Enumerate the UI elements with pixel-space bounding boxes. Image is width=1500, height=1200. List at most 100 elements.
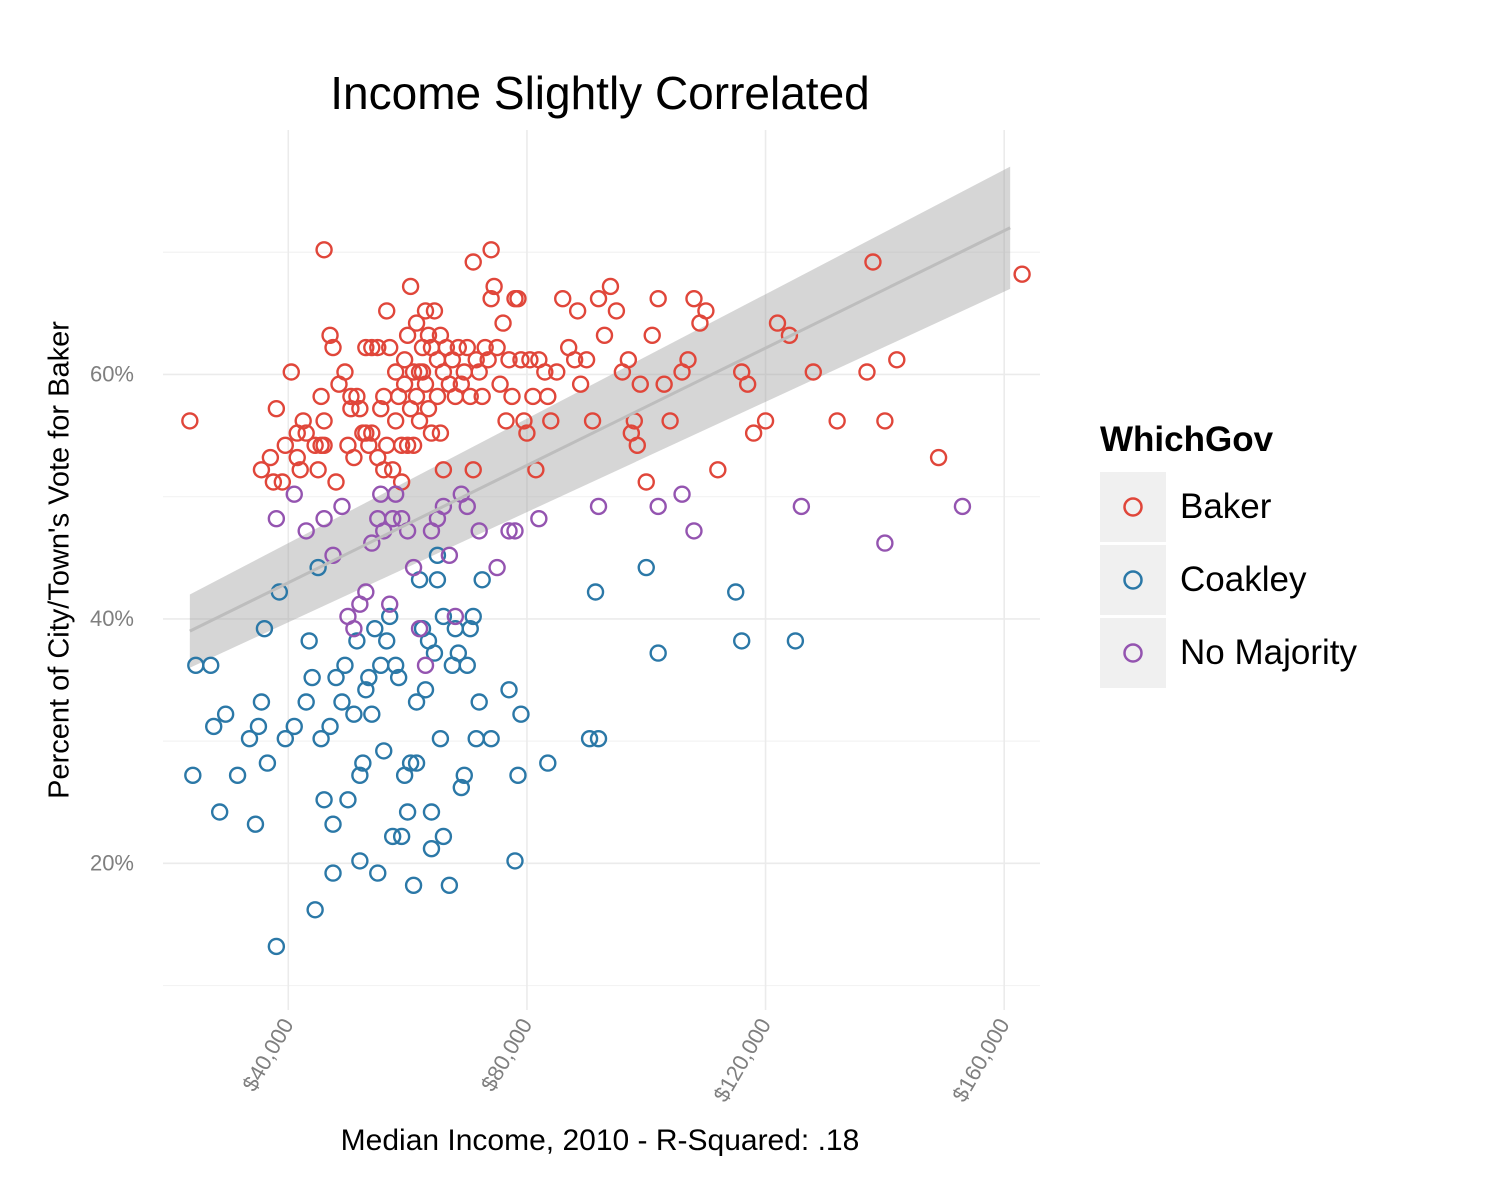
point-baker [345, 448, 363, 467]
point-coakley [351, 852, 369, 870]
legend-item-baker: Baker [1100, 472, 1460, 542]
point-coakley [267, 937, 286, 956]
point-coakley [312, 729, 330, 748]
point-coakley [285, 717, 303, 736]
legend-item-coakley: Coakley [1100, 545, 1460, 615]
point-baker [181, 412, 199, 430]
point-coakley [467, 729, 485, 748]
point-baker [589, 289, 608, 308]
point-baker [554, 289, 572, 308]
point-coakley [303, 668, 321, 687]
point-coakley [416, 681, 435, 699]
point-coakley [431, 729, 450, 748]
point-no-majority [530, 509, 548, 528]
point-no-majority [649, 497, 667, 516]
point-no-majority [953, 497, 972, 516]
trend-line [189, 226, 1011, 633]
point-baker [363, 424, 381, 442]
point-coakley [512, 705, 530, 723]
point-baker [449, 338, 468, 357]
point-coakley [184, 766, 202, 785]
point-no-majority [297, 522, 315, 540]
point-baker [521, 351, 539, 369]
point-baker [697, 302, 715, 320]
point-baker [500, 351, 518, 369]
point-baker [738, 375, 757, 393]
point-baker [267, 399, 286, 418]
point-baker [473, 387, 491, 406]
point-baker [491, 375, 509, 393]
point-baker [583, 412, 602, 430]
x-tick-label: $40,000 [237, 1014, 298, 1095]
point-no-majority [333, 497, 351, 516]
point-coakley [366, 619, 384, 638]
legend-key-no-majority [1100, 618, 1166, 688]
point-coakley [333, 693, 351, 711]
point-coakley [586, 583, 605, 601]
point-coakley [315, 791, 333, 809]
point-baker [744, 424, 763, 442]
point-baker [252, 461, 271, 479]
point-coakley [425, 644, 444, 662]
point-coakley [321, 717, 339, 736]
point-baker [264, 473, 283, 491]
point-no-majority [673, 485, 691, 503]
y-tick-label: 40% [90, 606, 134, 631]
point-baker [378, 436, 396, 455]
point-baker [643, 326, 661, 345]
point-no-majority [458, 497, 476, 516]
point-no-majority [324, 546, 342, 565]
point-coakley [392, 827, 411, 846]
point-baker [357, 338, 375, 357]
point-baker [482, 241, 500, 259]
point-baker [515, 412, 533, 430]
grid-lines [163, 130, 1040, 1010]
point-no-majority [500, 522, 518, 540]
point-baker [395, 375, 414, 393]
point-baker [929, 448, 948, 467]
point-coakley [375, 742, 393, 760]
point-coakley [324, 864, 342, 882]
point-coakley [422, 839, 441, 858]
point-baker [497, 412, 515, 430]
legend-key-coakley [1100, 545, 1166, 615]
point-no-majority [381, 595, 399, 613]
point-coakley [470, 693, 488, 711]
point-no-majority [416, 656, 435, 675]
point-baker [661, 412, 679, 430]
point-baker [649, 289, 667, 308]
point-coakley [401, 754, 420, 772]
point-coakley [455, 766, 473, 785]
point-coakley [357, 681, 375, 699]
legend-marker-coakley [1123, 570, 1143, 590]
point-baker [375, 461, 393, 479]
point-baker [416, 375, 435, 393]
point-no-majority [876, 534, 894, 552]
point-baker [357, 424, 375, 442]
point-baker [470, 363, 488, 381]
point-coakley [506, 852, 524, 870]
point-coakley [246, 815, 265, 833]
point-baker [479, 351, 497, 369]
point-baker [512, 351, 530, 369]
point-coakley [422, 803, 441, 821]
legend-marker-no-majority [1123, 643, 1143, 663]
legend-label-coakley: Coakley [1180, 560, 1307, 599]
point-baker [571, 375, 590, 393]
point-baker [276, 436, 295, 455]
point-no-majority [440, 546, 459, 565]
point-baker [539, 387, 557, 406]
point-coakley [216, 705, 235, 723]
point-baker [407, 387, 426, 406]
x-tick-label: $160,000 [947, 1014, 1015, 1106]
point-baker [315, 436, 333, 455]
point-no-majority [267, 509, 286, 528]
x-tick-label: $80,000 [476, 1014, 537, 1095]
point-baker [324, 338, 342, 357]
point-baker [306, 436, 324, 455]
point-baker [828, 412, 846, 430]
point-coakley [309, 558, 327, 577]
point-coakley [372, 656, 390, 675]
point-coakley [228, 766, 247, 785]
